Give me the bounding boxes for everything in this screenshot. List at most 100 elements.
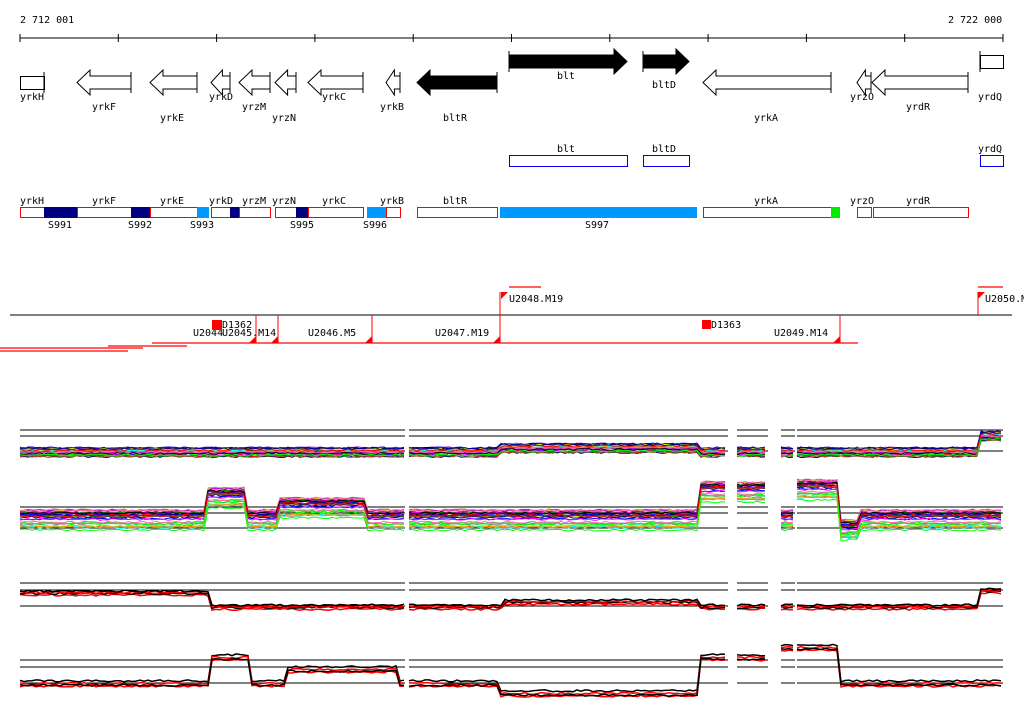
profile-line [796,484,1002,528]
segment-label: S996 [363,220,387,231]
profile-line [780,649,794,652]
transcript-label: U2048.M19 [509,294,563,305]
profile-line [19,657,405,687]
transcript-marker [702,320,711,329]
gene-arrow-right [642,47,690,76]
profile-line [19,453,405,457]
profile-line [19,593,405,611]
segment-track: yrkH yrkF yrkE yrkD yrzM yrzN yrkC yrkB bltR yrkA… [20,196,969,231]
segment-label: S992 [128,220,152,231]
profile-line [736,448,766,452]
profile-line [780,526,794,529]
segment-gene-label: yrdR [906,196,931,207]
segment-gene-box [703,207,832,218]
transcript-flag [493,336,500,343]
profile-line [780,517,794,521]
gene-label: yrkA [754,113,778,124]
profile-line [736,450,766,454]
expression-profiles [19,429,1003,698]
profile-line [408,485,726,518]
profile-line [736,500,766,504]
profile-line [736,657,766,661]
segment-gene-label: bltR [443,196,468,207]
transcript-flag [271,336,278,343]
profile-line [408,497,726,528]
profile-line [408,492,726,524]
profile-line [19,655,405,686]
profile-line [780,647,794,651]
profile-line [780,514,794,517]
profile-line [19,502,405,528]
profile-line [780,603,794,607]
segment-gene-label: yrkE [160,196,184,207]
profile-line [736,494,766,498]
gene-label: yrzO [850,92,874,103]
profile-line [796,430,1002,450]
profile-line [796,437,1001,457]
segment-gene-label: yrkA [754,196,778,207]
profile-line [796,643,1002,683]
profile-line [409,443,726,451]
profile-line [736,606,765,610]
profile-line [736,603,766,607]
segment-gene-label: yrzN [272,196,296,207]
segment-block [500,207,697,218]
profile-line [796,430,1002,450]
profile-line [796,490,1002,534]
profile-line [736,489,766,493]
gene-label: bltR [443,113,468,124]
profile-line [796,484,1002,527]
profile-line [780,528,794,532]
ruler-start-label: 2 712 001 [20,15,74,26]
profile-line [408,657,726,697]
gene-label: yrzM [242,102,266,113]
blue-feature-track: blt bltD yrdQ [509,144,1004,167]
segment-gene-label: yrkC [322,196,346,207]
blue-feature [980,155,1004,167]
profile-line [796,478,1002,522]
profile-line [797,484,1002,527]
profile-line [796,436,1002,455]
gene-arrow-left [238,68,270,97]
segment-label: S995 [290,220,314,231]
profile-line [780,452,794,455]
transcript-flag [249,336,256,343]
blue-feature [509,155,628,167]
segment-gene-box [857,207,872,218]
profile-line [736,452,766,455]
gene-label: yrkC [322,92,346,103]
segment-block [831,207,840,218]
profile-line [780,453,794,457]
profile-line [408,446,726,454]
profile-line [408,449,726,457]
profile-line [780,512,794,514]
segment-gene-box [239,207,271,218]
gene-arrow-left [274,68,296,97]
profile-line [737,655,766,660]
profile-line [796,432,1002,452]
profile-line [736,486,766,489]
segment-block [230,207,239,218]
gene-label: yrkF [92,102,116,113]
gene-arrow-right [508,47,628,76]
profile-line [796,590,1002,610]
profile-line [796,492,1002,536]
profile-line [736,446,766,450]
blue-feature [643,155,690,167]
profile-line [408,480,726,512]
profile-line [19,492,405,518]
segment-gene-box [211,207,231,218]
profile-line [408,494,726,526]
gene-arrow-left [76,68,131,97]
profile-line [796,591,1002,612]
profile-line [796,648,1002,688]
profile-line [736,483,766,487]
profile-line [736,604,766,608]
profile-line [408,487,726,519]
transcript-label: U2049.M14 [774,328,828,339]
segment-gene-box [308,207,364,218]
segment-block [296,207,308,218]
profile-line [796,430,1002,450]
transcript-flag [978,292,985,299]
